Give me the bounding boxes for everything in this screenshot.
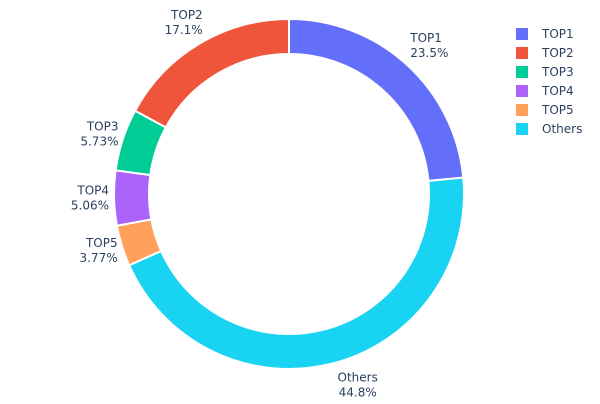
legend-swatch	[516, 28, 528, 40]
legend-item-others[interactable]: Others	[516, 122, 582, 136]
legend-label: TOP1	[541, 27, 574, 41]
legend-label: TOP4	[541, 84, 574, 98]
slice-label-top1: TOP1 23.5%	[409, 31, 448, 60]
legend-swatch	[516, 85, 528, 97]
slice-label-top2: TOP2 17.1%	[165, 8, 203, 37]
slice-others[interactable]	[127, 176, 465, 370]
legend-label: TOP2	[541, 46, 574, 60]
legend-label: TOP5	[541, 103, 574, 117]
legend-item-top1[interactable]: TOP1	[516, 27, 574, 41]
slice-label-top3: TOP3 5.73%	[80, 119, 118, 148]
legend-item-top4[interactable]: TOP4	[516, 84, 574, 98]
legend-item-top3[interactable]: TOP3	[516, 65, 574, 79]
legend-item-top2[interactable]: TOP2	[516, 46, 574, 60]
slice-label-top5: TOP5 3.77%	[79, 236, 117, 265]
slice-top4[interactable]	[113, 169, 153, 227]
legend-swatch	[516, 66, 528, 78]
slice-label-top4: TOP4 5.06%	[71, 183, 109, 212]
legend-label: TOP3	[541, 65, 574, 79]
slice-label-others: Others 44.8%	[338, 371, 378, 400]
legend-swatch	[516, 47, 528, 59]
legend-swatch	[516, 104, 528, 116]
slice-top2[interactable]	[133, 17, 290, 129]
legend-item-top5[interactable]: TOP5	[516, 103, 574, 117]
legend-swatch	[516, 123, 528, 135]
legend-label: Others	[542, 122, 582, 136]
